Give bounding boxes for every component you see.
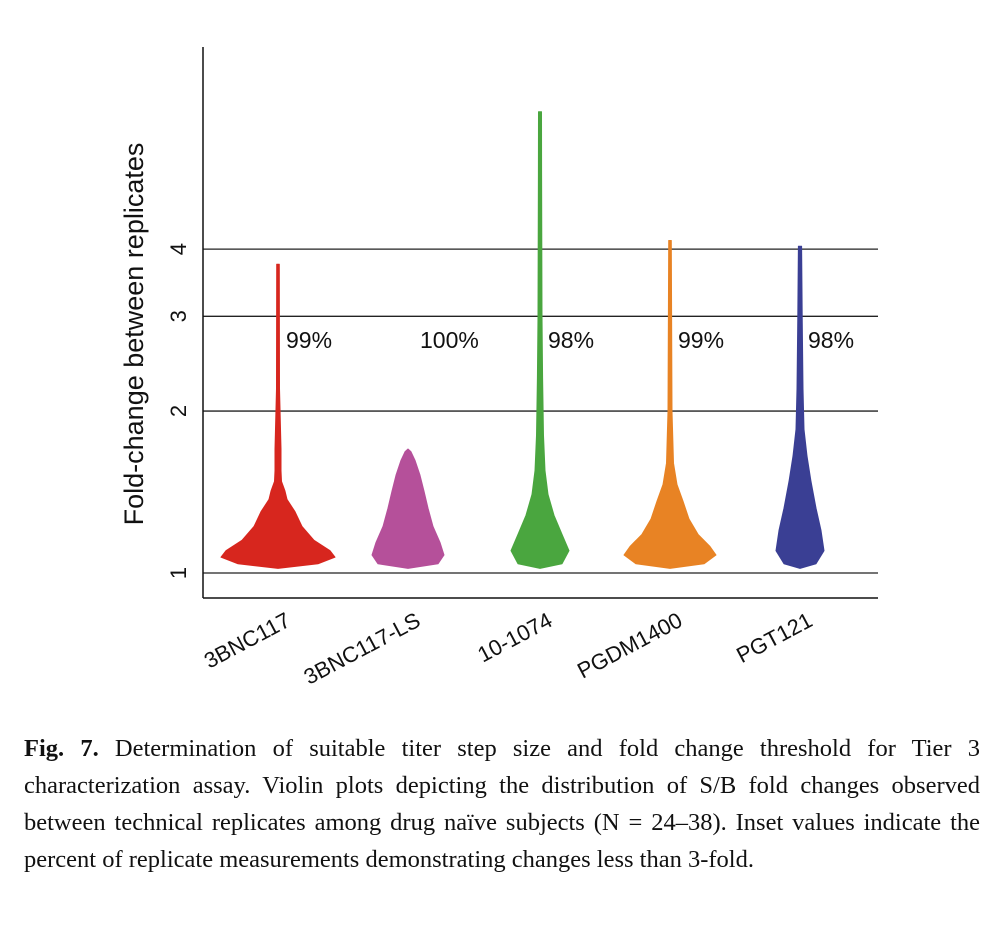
x-category-label: 3BNC117 [200, 607, 295, 673]
x-category-label: PGDM1400 [573, 607, 686, 683]
violin-pgt121 [775, 245, 825, 569]
caption-text: Determination of suitable titer step siz… [24, 735, 980, 873]
violin-pgdm1400 [623, 240, 717, 569]
percent-label: 98% [548, 327, 594, 353]
x-category-label: 3BNC117-LS [300, 607, 425, 689]
percent-label: 100% [420, 327, 479, 353]
x-category-label: 10-1074 [473, 607, 556, 667]
y-tick-label: 2 [166, 405, 191, 417]
axes [202, 47, 878, 599]
figure-label: Fig. 7. [24, 735, 99, 762]
x-category-label: PGT121 [732, 607, 816, 668]
violin-3bnc117-ls [371, 448, 445, 569]
violin-chart: 1 2 3 4 3BNC117 3BNC117-LS 10-1074 PGDM1400 PGT… [119, 47, 878, 690]
percent-label: 99% [678, 327, 724, 353]
percent-label: 99% [286, 327, 332, 353]
violin-3bnc117 [220, 263, 336, 569]
percent-labels: 99% 100% 98% 99% 98% [286, 327, 854, 353]
percent-label: 98% [808, 327, 854, 353]
y-tick-label: 4 [166, 243, 191, 255]
figure-caption: Fig. 7. Determination of suitable titer … [24, 730, 980, 878]
y-axis-label: Fold-change between replicates [119, 143, 149, 526]
x-category-labels: 3BNC117 3BNC117-LS 10-1074 PGDM1400 PGT121 [200, 607, 817, 689]
y-tick-labels: 1 2 3 4 [166, 243, 191, 579]
violin-10-1074 [510, 111, 570, 569]
violins [220, 111, 825, 569]
y-tick-label: 1 [166, 567, 191, 579]
y-tick-label: 3 [166, 310, 191, 322]
